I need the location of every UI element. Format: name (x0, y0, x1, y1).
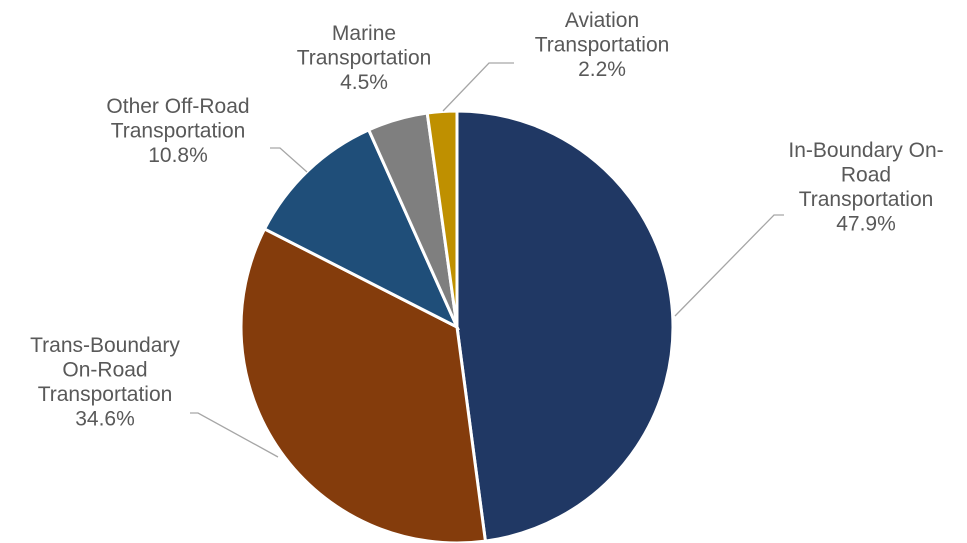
leader-line-2 (190, 412, 279, 458)
data-label-4: Marine Transportation 4.5% (297, 22, 432, 94)
pie-slice-2 (239, 226, 488, 543)
pie-slice-3 (262, 127, 461, 331)
pie-slice-5 (425, 109, 459, 328)
leader-line-5 (442, 62, 514, 112)
data-label-3: Other Off-Road Transportation 10.8% (106, 95, 249, 167)
data-label-1: In-Boundary On-Road Transportation 47.9% (788, 139, 943, 236)
leader-line-3 (270, 147, 308, 173)
leader-line-1 (674, 214, 784, 317)
pie-slices (239, 109, 675, 543)
data-label-5: Aviation Transportation 2.2% (535, 9, 670, 81)
data-label-2: Trans-Boundary On-Road Transportation 34.6% (30, 334, 180, 431)
leader-lines (190, 62, 784, 458)
data-labels: In-Boundary On-Road Transportation 47.9% Tr… (30, 9, 944, 431)
pie-slice-1 (455, 109, 675, 543)
